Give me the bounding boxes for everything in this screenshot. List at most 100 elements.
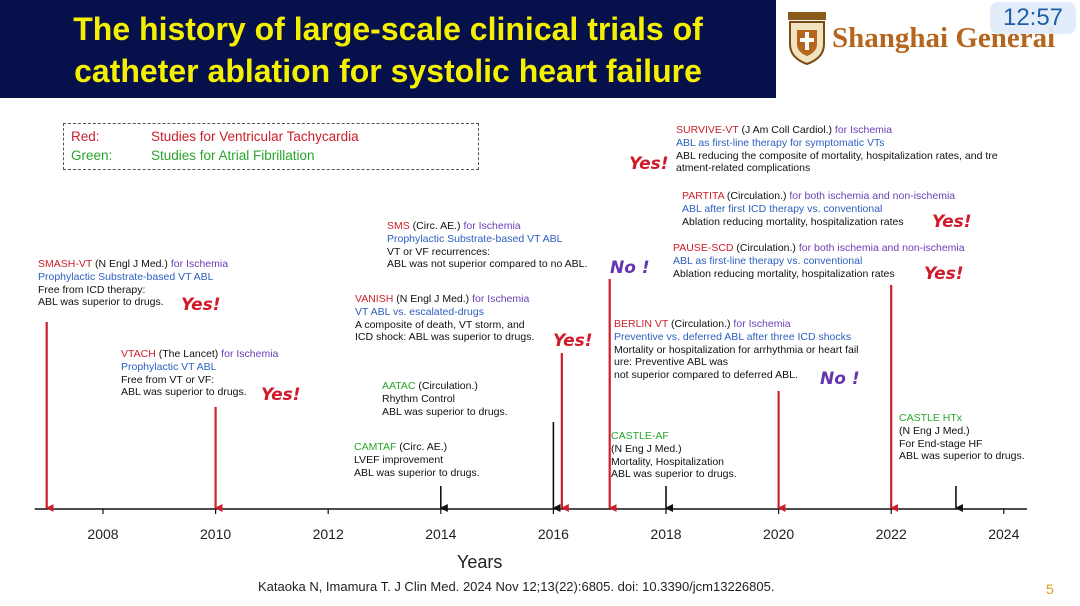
study-result-line: ICD shock: ABL was superior to drugs. (355, 331, 535, 344)
verdict-yes: Yes! (932, 212, 972, 232)
study-population: for Ischemia (730, 318, 791, 330)
study-result-line: ABL was superior to drugs. (899, 450, 1025, 463)
study-vtach: VTACH (The Lancet) for Ischemia Prophyla… (121, 348, 278, 399)
study-result-line: ABL was superior to drugs. (38, 296, 164, 309)
study-sms: SMS (Circ. AE.) for Ischemia Prophylacti… (387, 220, 587, 271)
study-name: AATAC (382, 380, 416, 392)
study-design: Preventive vs. deferred ABL after three … (614, 330, 852, 343)
study-design: ABL after first ICD therapy vs. conventi… (682, 202, 883, 215)
study-journal: (N Eng J Med.) (611, 442, 682, 455)
title-line-2: catheter ablation for systolic heart fai… (74, 53, 702, 89)
study-population: for Ischemia (218, 348, 279, 360)
study-population: for Ischemia (167, 258, 229, 270)
study-result-line: ABL was superior to drugs. (121, 386, 247, 399)
study-result-line: ABL was not superior compared to no ABL. (387, 258, 588, 271)
legend-green-key: Green: (71, 148, 113, 163)
study-result-line: ure: Preventive ABL was (614, 356, 729, 369)
verdict-yes: Yes! (261, 385, 301, 405)
study-result-line: Free from ICD therapy: (38, 283, 146, 296)
study-partita: PARTITA (Circulation.) for both ischemia… (682, 190, 955, 228)
study-journal: (Circulation.) (724, 190, 787, 202)
study-design: ABL as first-line therapy vs. convention… (673, 254, 863, 267)
study-result-line: not superior compared to deferred ABL. (614, 369, 798, 382)
study-castle-htx: CASTLE HTx (N Eng J Med.) For End-stage … (899, 412, 1025, 463)
study-result-line: ABL reducing the composite of mortality,… (676, 149, 998, 162)
study-pause-scd: PAUSE-SCD (Circulation.) for both ischem… (673, 242, 965, 280)
axis-tick-label: 2010 (200, 526, 231, 542)
legend-green-text: Studies for Atrial Fibrillation (151, 148, 315, 163)
study-result-line: atment-related complications (676, 162, 811, 175)
study-result-line: ABL was superior to drugs. (382, 405, 508, 418)
study-result-line: Rhythm Control (382, 392, 455, 405)
axis-title: Years (457, 552, 503, 572)
study-name: SMS (387, 220, 410, 232)
study-result-line: Ablation reducing mortality, hospitaliza… (673, 267, 895, 280)
legend-red-text: Studies for Ventricular Tachycardia (151, 129, 359, 144)
study-population: for both ischemia and non-ischemia (786, 190, 956, 202)
legend-red-row: Red: Studies for Ventricular Tachycardia (71, 129, 359, 144)
study-journal: (N Eng J Med.) (899, 424, 970, 437)
title-line-1: The history of large-scale clinical tria… (73, 11, 703, 47)
study-result-line: A composite of death, VT storm, and (355, 318, 525, 331)
study-design: ABL as first-line therapy for symptomati… (676, 136, 885, 149)
study-population: for Ischemia (469, 293, 530, 305)
study-markers (45, 279, 963, 512)
study-name: SMASH-VT (38, 258, 93, 270)
study-population: for Ischemia (832, 124, 893, 136)
study-journal: (N Engl J Med.) (92, 258, 168, 270)
study-name: PARTITA (682, 190, 725, 202)
study-journal: (N Engl J Med.) (393, 293, 470, 305)
verdict-no: No ! (820, 369, 860, 389)
verdict-yes: Yes! (924, 264, 964, 284)
verdict-yes: Yes! (181, 295, 221, 315)
page-number: 5 (1046, 581, 1054, 597)
slide-title: The history of large-scale clinical tria… (8, 8, 768, 92)
axis-tick-label: 2022 (876, 526, 907, 542)
verdict-yes: Yes! (629, 154, 669, 174)
study-name: VANISH (355, 293, 394, 305)
study-smash-vt: SMASH-VT (N Engl J Med.) for Ischemia Pr… (38, 258, 228, 309)
study-camtaf: CAMTAF (Circ. AE.) LVEF improvement ABL … (354, 441, 480, 479)
axis-tick-label: 2018 (650, 526, 681, 542)
study-name: SURVIVE-VT (676, 124, 739, 136)
axis-tick-label: 2020 (763, 526, 794, 542)
study-name: CASTLE-AF (611, 430, 669, 442)
study-result-line: ABL was superior to drugs. (611, 468, 737, 481)
study-result-line: Mortality or hospitalization for arrhyth… (614, 343, 859, 356)
study-design: Prophylactic Substrate-based VT ABL (387, 232, 563, 245)
study-result-line: For End-stage HF (899, 437, 983, 450)
legend-green-row: Green: Studies for Atrial Fibrillation (71, 148, 315, 163)
axis-tick-label: 2008 (87, 526, 118, 542)
axis-ticks: 2008 2010 2012 2014 2016 2018 2020 2022 2024 (87, 509, 1020, 542)
axis-tick-label: 2016 (538, 526, 569, 542)
study-result-line: Free from VT or VF: (121, 373, 215, 386)
study-aatac: AATAC (Circulation.) Rhythm Control ABL … (382, 380, 508, 418)
study-journal: (Circulation.) (415, 380, 478, 392)
legend-box: Red: Studies for Ventricular Tachycardia … (63, 123, 479, 170)
hospital-crest-icon (788, 12, 826, 66)
axis-tick-label: 2012 (313, 526, 344, 542)
study-journal: (The Lancet) (155, 348, 219, 360)
study-result-line: ABL was superior to drugs. (354, 466, 480, 479)
axis-tick-label: 2014 (425, 526, 456, 542)
legend-red-key: Red: (71, 129, 100, 144)
study-result-line: Mortality, Hospitalization (611, 455, 725, 468)
study-design: Prophylactic VT ABL (121, 360, 217, 373)
study-name: CASTLE HTx (899, 412, 963, 424)
study-journal: (Circ. AE.) (409, 220, 461, 232)
study-journal: (J Am Coll Cardiol.) (738, 124, 832, 136)
study-journal: (Circulation.) (668, 318, 731, 330)
study-journal: (Circ. AE.) (396, 441, 448, 453)
study-vanish: VANISH (N Engl J Med.) for Ischemia VT A… (355, 293, 534, 344)
study-population: for Ischemia (460, 220, 521, 232)
study-design: VT ABL vs. escalated-drugs (355, 305, 484, 318)
study-name: CAMTAF (354, 441, 397, 453)
study-name: VTACH (121, 348, 156, 360)
study-castle-af: CASTLE-AF (N Eng J Med.) Mortality, Hosp… (611, 430, 737, 481)
study-result-line: VT or VF recurrences: (387, 245, 491, 258)
study-result-line: Ablation reducing mortality, hospitaliza… (682, 215, 904, 228)
verdict-yes: Yes! (553, 331, 593, 351)
study-berlin-vt: BERLIN VT (Circulation.) for Ischemia Pr… (614, 318, 859, 382)
clock-overlay: 12:57 (990, 2, 1076, 34)
